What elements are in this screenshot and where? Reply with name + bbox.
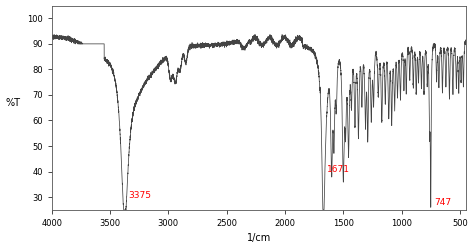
Y-axis label: %T: %T xyxy=(6,98,20,108)
Text: 1671: 1671 xyxy=(327,165,350,174)
X-axis label: 1/cm: 1/cm xyxy=(246,234,271,244)
Text: 747: 747 xyxy=(434,198,451,207)
Text: 3375: 3375 xyxy=(129,191,152,200)
